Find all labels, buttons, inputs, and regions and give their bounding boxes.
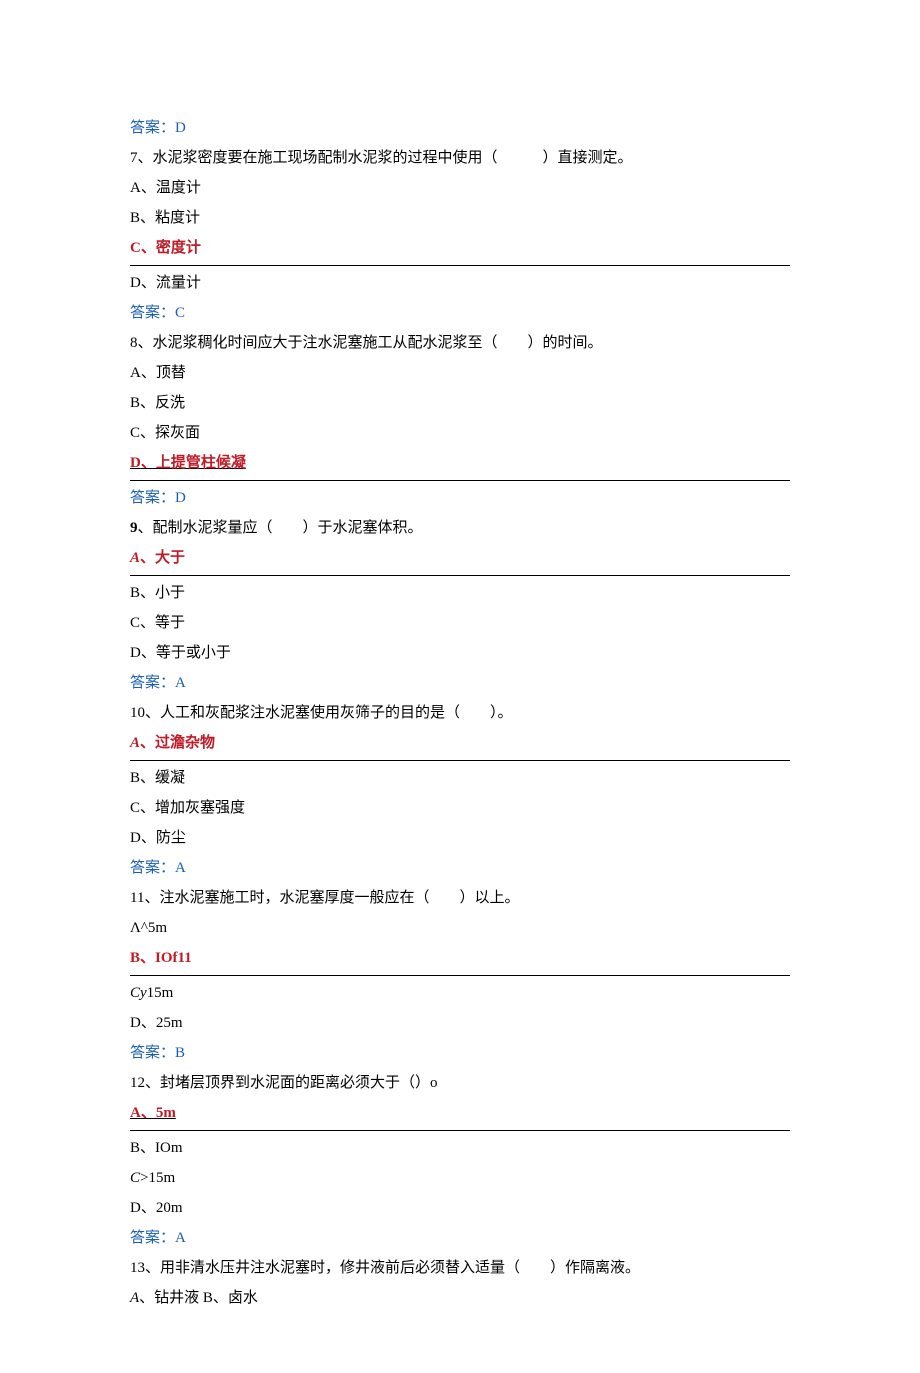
q8-option-a: A、顶替 [130, 358, 790, 388]
q7-option-a: A、温度计 [130, 173, 790, 203]
q8-option-b: B、反洗 [130, 388, 790, 418]
q10-option-a-text: 、过澹杂物 [140, 735, 215, 751]
q9-stem-prefix: 9 [130, 520, 138, 536]
q13-option-ab-prefix: A [130, 1290, 139, 1306]
q12-option-c-prefix: C [130, 1170, 140, 1186]
q12-option-a-prefix: A [130, 1105, 141, 1121]
q11-option-a: Λ^5m [130, 913, 790, 943]
q10-stem: 10、人工和灰配浆注水泥塞使用灰筛子的目的是（ ）。 [130, 698, 790, 728]
q10-option-a: A、过澹杂物 [130, 728, 790, 761]
q9-stem-text: 、配制水泥浆量应（ ）于水泥塞体积。 [138, 520, 423, 536]
q9-option-d: D、等于或小于 [130, 638, 790, 668]
q9-option-b: B、小于 [130, 578, 790, 608]
q7-answer: 答案：C [130, 298, 790, 328]
q7-stem: 7、水泥浆密度要在施工现场配制水泥浆的过程中使用（ ）直接测定。 [130, 143, 790, 173]
q12-answer: 答案：A [130, 1223, 790, 1253]
q9-option-a-prefix: A [130, 550, 140, 566]
q10-option-c: C、增加灰塞强度 [130, 793, 790, 823]
q9-answer: 答案：A [130, 668, 790, 698]
q11-option-b-text: 、IOf11 [140, 950, 192, 966]
q9-option-c: C、等于 [130, 608, 790, 638]
q8-option-d: D、上提管柱候凝 [130, 448, 790, 481]
q13-stem: 13、用非清水压井注水泥塞时，修井液前后必须替入适量（ ）作隔离液。 [130, 1253, 790, 1283]
q10-option-d: D、防尘 [130, 823, 790, 853]
q10-option-a-prefix: A [130, 735, 140, 751]
q8-option-d-prefix: D [130, 455, 141, 471]
q9-option-a: A、大于 [130, 543, 790, 576]
q7-option-c-prefix: C [130, 240, 141, 256]
q11-option-b-prefix: B [130, 950, 140, 966]
q10-answer: 答案：A [130, 853, 790, 883]
q11-option-b: B、IOf11 [130, 943, 790, 976]
q8-option-d-text: 、上提管柱候凝 [141, 455, 246, 471]
q11-option-c: Cy15m [130, 978, 790, 1008]
q11-option-c-text: 15m [147, 985, 174, 1001]
q12-option-c-text: >15m [140, 1170, 175, 1186]
q13-option-ab: A、钻井液 B、卤水 [130, 1283, 790, 1313]
q8-option-c: C、探灰面 [130, 418, 790, 448]
q13-option-ab-text: 、钻井液 B、卤水 [139, 1290, 258, 1306]
q8-stem: 8、水泥浆稠化时间应大于注水泥塞施工从配水泥浆至（ ）的时间。 [130, 328, 790, 358]
q8-answer: 答案：D [130, 483, 790, 513]
q12-stem: 12、封堵层顶界到水泥面的距离必须大于（）o [130, 1068, 790, 1098]
q10-option-b: B、缓凝 [130, 763, 790, 793]
q7-option-c-text: 、密度计 [141, 240, 201, 256]
q11-option-c-prefix: Cy [130, 985, 147, 1001]
q12-option-b: B、IOm [130, 1133, 790, 1163]
q7-option-c: C、密度计 [130, 233, 790, 266]
q12-option-c: C>15m [130, 1163, 790, 1193]
q12-option-d: D、20m [130, 1193, 790, 1223]
q9-option-a-text: 、大于 [140, 550, 185, 566]
q6-answer: 答案：D [130, 113, 790, 143]
q12-option-a: A、5m [130, 1098, 790, 1131]
q11-stem: 11、注水泥塞施工时，水泥塞厚度一般应在（ ）以上。 [130, 883, 790, 913]
q9-stem: 9、配制水泥浆量应（ ）于水泥塞体积。 [130, 513, 790, 543]
q7-option-b: B、粘度计 [130, 203, 790, 233]
q12-option-a-text: 、5m [141, 1105, 176, 1121]
q11-option-d: D、25m [130, 1008, 790, 1038]
q11-answer: 答案：B [130, 1038, 790, 1068]
q7-option-d: D、流量计 [130, 268, 790, 298]
